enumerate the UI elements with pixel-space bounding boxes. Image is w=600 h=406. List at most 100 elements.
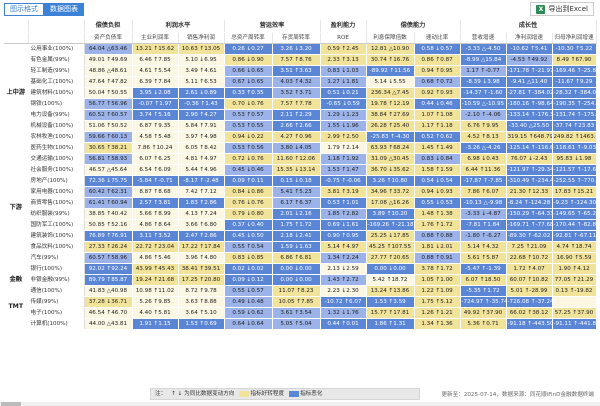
metric-cell: 2.01 ↓2.16: [272, 208, 321, 220]
metric-cell: 2.99 ↑2.50: [320, 131, 367, 143]
sector-group-label: 下游: [4, 142, 29, 275]
metric-cell: 4.81 ↑4.97: [178, 153, 225, 165]
metric-cell: -133.14 ↑-176.36: [506, 109, 553, 121]
metric-cell: -92.81 ↑-67.11: [552, 230, 597, 242]
metric-cell: 0.86 ↓0.90: [224, 54, 273, 66]
metric-cell: -8.39 ↓3.98: [460, 76, 507, 88]
metric-cell: 1.55 ↓1.96: [320, 120, 367, 132]
metric-cell: 36.70 ↓35.62: [366, 164, 415, 176]
metric-cell: 0.83 ↓1.03: [320, 65, 367, 77]
tab-data-table[interactable]: 数据图表: [44, 3, 84, 16]
sector-group-label: TMT: [4, 285, 29, 330]
metric-cell: 3.80 ↓4.05: [272, 142, 321, 154]
metric-cell: 0.67 ↓0.65: [224, 76, 273, 88]
metric-cell: 3.26 ↓3.20: [272, 43, 321, 55]
metric-cell: 1.85 ↑2.82: [320, 208, 367, 220]
industry-name: 家用电器(100%): [28, 186, 85, 198]
metric-cell: 5.61 ↑5.87: [460, 252, 507, 264]
metric-cell: 1.72 ↑4.07: [506, 263, 553, 275]
metric-cell: 1.90 ↑4.12: [552, 263, 597, 275]
col-header[interactable]: 总资产周转率: [224, 32, 273, 44]
metric-cell: 17.83 ↑15.21: [552, 186, 597, 198]
metric-cell: 7.86 ↑10.24: [132, 142, 179, 154]
metric-cell: -2.10 ↑-4.06: [460, 109, 507, 121]
table-row: 家用电器(100%) 60.42 ↑62.31 8.87 ↑8.68 7.42 ↑7.…: [4, 186, 597, 198]
scrollbar-thumb[interactable]: [1, 402, 21, 406]
metric-cell: 6.05 ↑8.42: [178, 142, 225, 154]
metric-cell: -8.99 △15.84: [460, 54, 507, 66]
metric-cell: 0.94 ↓0.22: [224, 131, 273, 143]
metric-cell: -118.61 ↑-9.03: [552, 142, 597, 154]
metric-cell: 95.83 ↓1.98: [552, 153, 597, 165]
legend-swatch-good: [239, 390, 250, 397]
metric-cell: 0.15 ↓0.18: [272, 175, 321, 187]
industry-name: 农林牧渔(100%): [28, 131, 85, 143]
metric-cell: 19.78 ↑12.19: [366, 98, 415, 110]
metric-cell: 1.91 ↑1.15: [132, 318, 179, 330]
table-row: 商贸零售(100%) 61.41 ↑60.94 2.57 ↑3.81 1.83 ↑2.…: [4, 197, 597, 209]
metric-cell: 27.77 ↑20.65: [366, 252, 415, 264]
metric-cell: 38.84 ↑27.69: [366, 109, 415, 121]
horizontal-scrollbar[interactable]: [0, 402, 600, 406]
metric-cell: 0.00 ↓0.00: [272, 263, 321, 275]
export-excel-button[interactable]: X 导出到Excel: [530, 2, 594, 16]
metric-cell: -89.92 ↑11.56: [366, 65, 415, 77]
metric-cell: 1.79 ↑2.14: [320, 142, 367, 154]
metric-cell: 0.94 ↓0.93: [414, 186, 461, 198]
metric-cell: 0.83 ↓0.84: [414, 153, 461, 165]
metric-cell: -310.49 ↑-234.42: [506, 175, 553, 187]
metric-cell: 2.33 ↑3.13: [320, 54, 367, 66]
col-header[interactable]: 利息保障倍数: [366, 32, 415, 44]
col-header[interactable]: 资产负债率: [84, 32, 133, 44]
metric-cell: 92.02 ↑92.24: [84, 263, 133, 275]
legend-arrow-text: ↑ ↓ 为同比数据变动方向: [171, 391, 235, 397]
metric-cell: 0.55 ↑0.54: [224, 241, 273, 253]
col-header[interactable]: 主业利润率: [132, 32, 179, 44]
metric-cell: 12.81 △10.90: [366, 43, 415, 55]
metric-cell: -190.35 ↑-254.09: [552, 98, 597, 110]
col-header[interactable]: 速动比率: [414, 32, 461, 44]
metric-cell: 47.64 ↑47.82: [84, 76, 133, 88]
table-row: 建筑装饰(100%) 76.89 ↑76.91 3.11 ↑3.52 2.47 ↑2.…: [4, 230, 597, 242]
col-header[interactable]: 净利润增速: [506, 32, 553, 44]
col-header[interactable]: 营收增速: [460, 32, 507, 44]
table-row: 机械设备(100%) 51.06 ↑50.52 6.87 ↑9.35 5.84 ↑7.…: [4, 120, 597, 132]
metric-cell: 38.41 ↑39.51: [178, 263, 225, 275]
legend-note: 注：: [155, 391, 167, 397]
metric-cell: 25.25 ↓17.85: [366, 230, 415, 242]
metric-cell: 76.89 ↑76.91: [84, 230, 133, 242]
metric-cell: 4.61 ↑5.54: [132, 65, 179, 77]
tab-chart-format[interactable]: 图示格式: [4, 3, 44, 16]
metric-cell: 5.26 ↑9.85: [132, 296, 179, 308]
metric-cell: -25.83 ↑-4.30: [366, 131, 415, 143]
industry-name: 社会服务(100%): [28, 164, 85, 176]
col-header[interactable]: ROE: [320, 32, 367, 44]
metric-cell: -91.18 ↑-443.50: [506, 318, 553, 330]
metric-cell: 43.99 ↑45.43: [132, 263, 179, 275]
metric-cell: -14.37 ↑-1.60: [460, 87, 507, 99]
view-tabs: 图示格式 数据图表: [4, 3, 84, 16]
metric-cell: 27.33 ↑26.24: [84, 241, 133, 253]
metric-cell: 0.53 ↑0.56: [224, 142, 273, 154]
metric-cell: 1.58 ↑1.59: [414, 164, 461, 176]
metric-cell: 57.25 ↑37.90: [552, 307, 597, 319]
industry-name: 计算机(100%): [28, 318, 85, 330]
metric-cell: -150.29 ↑-64.33: [506, 208, 553, 220]
metric-cell: 60.57 ↑58.96: [84, 252, 133, 264]
metric-cell: 0.13 ↑-19.82: [552, 285, 597, 297]
col-header[interactable]: 销售净利润: [178, 32, 225, 44]
metric-cell: 10.63 ↑13.05: [178, 43, 225, 55]
table-row: 轻工制造(99%) 48.86 △48.61 4.61 ↑5.54 3.49 ↑4.6…: [4, 65, 597, 77]
table-body: 上中游 公用事业(100%) 64.04 △63.46 13.21 ↑15.62 10.…: [4, 43, 597, 330]
col-header[interactable]: 归母净利润增速: [552, 32, 597, 44]
metric-cell: -10.59 △-10.95: [460, 98, 507, 110]
metric-cell: 6.07 ↑18.50: [460, 274, 507, 286]
metric-cell: 0.70 ↓0.76: [224, 98, 273, 110]
metric-cell: 0.69 ↓1.61: [320, 219, 367, 231]
metric-cell: 34.96 ↑33.72: [366, 186, 415, 198]
metric-cell: 22.68 ↑10.72: [506, 252, 553, 264]
col-header[interactable]: 存货周转率: [272, 32, 321, 44]
metric-cell: 5.10 ↓6.95: [178, 54, 225, 66]
metric-cell: 0.76 ↓0.76: [224, 197, 273, 209]
industry-name: 纺织服装(99%): [28, 208, 85, 220]
